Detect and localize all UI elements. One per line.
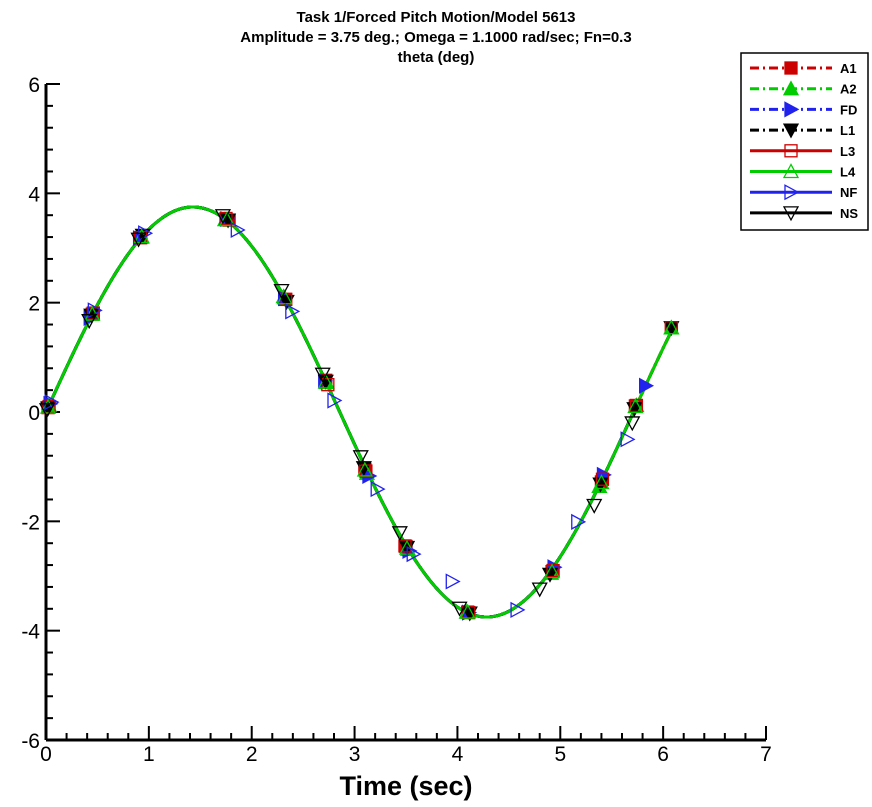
- x-tick-label: 7: [760, 743, 772, 766]
- data-point-l4: [627, 398, 644, 414]
- data-point-l4: [218, 211, 236, 227]
- data-point-ns: [352, 450, 369, 466]
- chart-subtitle: Amplitude = 3.75 deg.; Omega = 1.1000 ra…: [240, 29, 631, 46]
- legend-marker-fd: [784, 101, 800, 118]
- y-tick-label: -4: [21, 621, 40, 644]
- data-point-nf: [370, 480, 386, 498]
- data-point-ns: [391, 526, 408, 542]
- data-point-ns: [214, 209, 232, 225]
- legend-marker-l3: [784, 144, 798, 158]
- data-point-nf: [44, 394, 60, 411]
- y-tick-label: 2: [28, 293, 40, 316]
- y-tick-label: 0: [28, 402, 40, 425]
- plot-curves: [44, 205, 673, 619]
- legend-label-nf: NF: [840, 185, 857, 200]
- data-point-nf: [406, 546, 422, 563]
- data-point-l3: [398, 539, 412, 553]
- legend-marker-nf: [784, 184, 800, 201]
- data-point-l3: [629, 398, 644, 413]
- legend-marker-l1: [782, 123, 800, 139]
- data-point-ns: [314, 367, 331, 383]
- data-point-ns: [38, 403, 56, 419]
- x-axis-label: Time (sec): [339, 771, 472, 801]
- x-tick-label: 6: [657, 743, 669, 766]
- x-tick-label: 2: [246, 743, 258, 766]
- legend-label-ns: NS: [840, 206, 858, 221]
- data-point-nf: [285, 303, 301, 320]
- series-line-nf: [44, 205, 639, 619]
- x-tick-label: 5: [554, 743, 566, 766]
- data-point-fd: [639, 377, 655, 394]
- data-point-l3: [546, 563, 560, 578]
- legend-label-a2: A2: [840, 82, 857, 97]
- legend: A1 A2 FD L1 L3 L4 NF NS: [740, 52, 869, 231]
- legend-label-l3: L3: [840, 144, 855, 159]
- data-point-l4: [663, 319, 680, 335]
- x-tick-label: 3: [349, 743, 361, 766]
- data-point-nf: [510, 601, 526, 618]
- data-point-ns: [624, 416, 641, 432]
- data-point-ns: [130, 232, 147, 248]
- data-point-nf: [620, 431, 636, 448]
- data-point-ns: [273, 283, 290, 300]
- series-line-a1: [44, 205, 673, 619]
- legend-label-l1: L1: [840, 123, 855, 138]
- series-line-l1: [44, 205, 673, 619]
- data-point-l4: [593, 474, 610, 490]
- data-point-ns: [81, 314, 98, 330]
- legend-marker-a1: [784, 61, 798, 75]
- legend-marker-l4: [782, 163, 800, 179]
- series-line-ns: [44, 205, 639, 619]
- y-tick-label: 6: [28, 74, 40, 97]
- plot-axes: 0 1 2 3 4 5 6 7 6 4 2 0 -2 -4 -6: [21, 74, 772, 766]
- y-tick-label: -2: [21, 511, 40, 534]
- x-tick-label: 0: [40, 743, 52, 766]
- y-tick-label: -6: [21, 730, 40, 753]
- legend-label-fd: FD: [840, 102, 857, 117]
- legend-marker-ns: [782, 206, 800, 222]
- data-point-nf: [87, 302, 103, 319]
- plot-markers: [38, 209, 680, 622]
- legend-label-a1: A1: [840, 61, 857, 76]
- series-line-l3: [44, 205, 673, 619]
- x-tick-label: 1: [143, 743, 155, 766]
- data-point-ns: [586, 498, 603, 514]
- data-point-nf: [445, 573, 461, 590]
- series-line-fd: [44, 205, 639, 619]
- chart-title: Task 1/Forced Pitch Motion/Model 5613: [297, 9, 576, 26]
- data-point-l4: [356, 461, 373, 477]
- data-point-l4: [543, 563, 561, 579]
- data-point-l3: [595, 472, 610, 486]
- y-tick-label: 4: [28, 183, 40, 206]
- series-line-a2: [44, 205, 673, 619]
- legend-box: [740, 52, 869, 231]
- data-point-ns: [451, 601, 468, 617]
- data-point-ns: [531, 582, 548, 598]
- chart-variable-label: theta (deg): [398, 49, 475, 66]
- legend-marker-a2: [782, 80, 800, 96]
- data-point-nf: [230, 221, 246, 239]
- data-point-l4: [459, 603, 476, 619]
- legend-label-l4: L4: [840, 165, 856, 180]
- x-tick-label: 4: [452, 743, 464, 766]
- data-point-nf: [571, 513, 587, 530]
- data-point-nf: [327, 392, 343, 409]
- series-line-l4: [44, 205, 673, 619]
